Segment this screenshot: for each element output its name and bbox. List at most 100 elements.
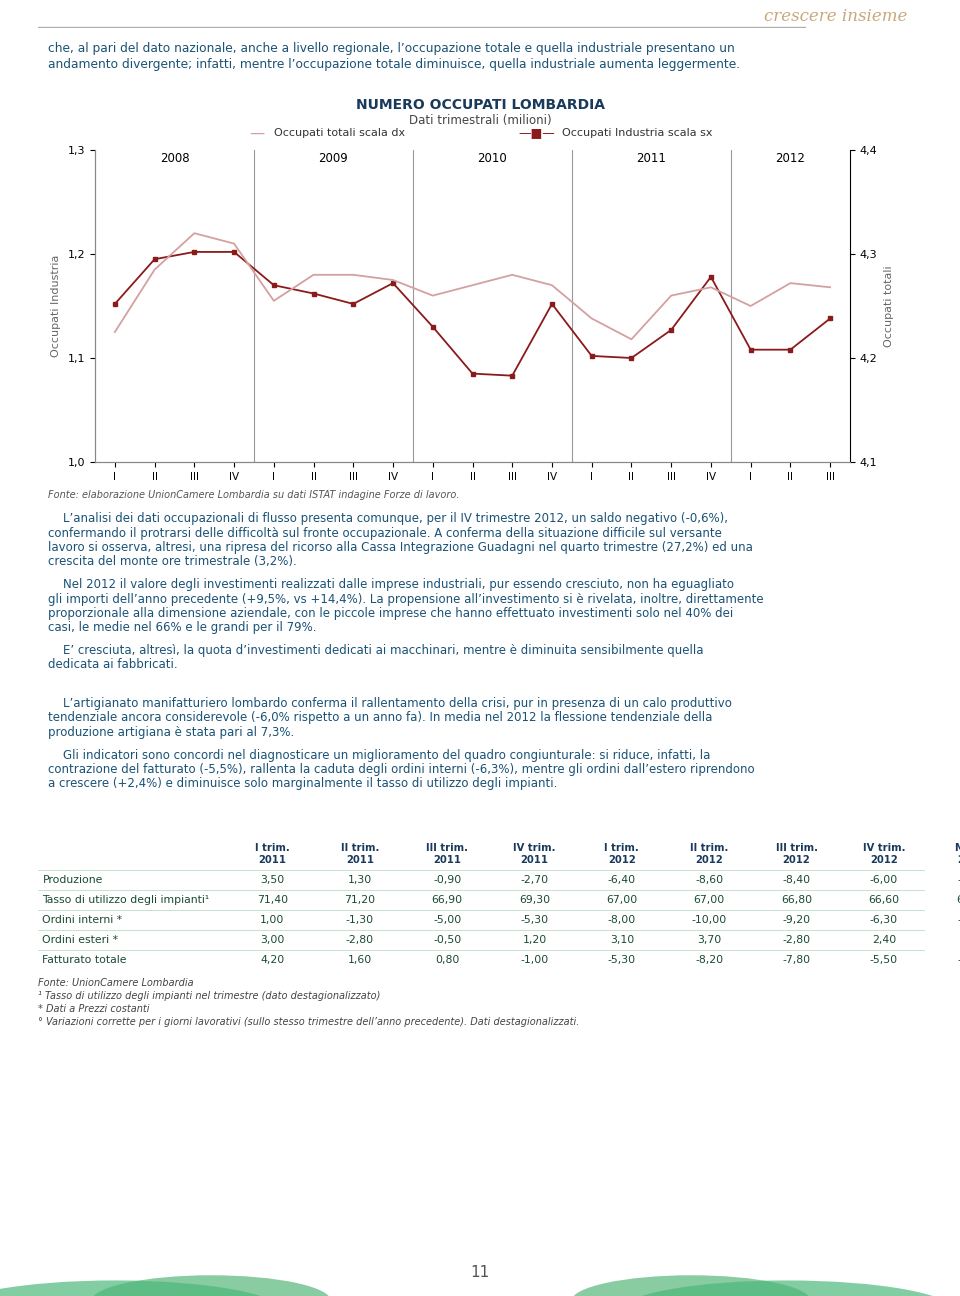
Text: confermando il protrarsi delle difficoltà sul fronte occupazionale. A conferma d: confermando il protrarsi delle difficolt… — [48, 526, 722, 539]
Text: II trim.
2012: II trim. 2012 — [690, 842, 729, 866]
Text: 1,30: 1,30 — [348, 875, 372, 885]
Text: -2,80: -2,80 — [346, 934, 373, 945]
Text: casi, le medie nel 66% e le grandi per il 79%.: casi, le medie nel 66% e le grandi per i… — [48, 622, 317, 635]
Text: -6,00: -6,00 — [870, 875, 899, 885]
Text: contrazione del fatturato (-5,5%), rallenta la caduta degli ordini interni (-6,3: contrazione del fatturato (-5,5%), ralle… — [48, 763, 755, 776]
Text: —■—: —■— — [518, 127, 555, 140]
Text: produzione artigiana è stata pari al 7,3%.: produzione artigiana è stata pari al 7,3… — [48, 726, 295, 739]
Text: -2,80: -2,80 — [782, 934, 810, 945]
Text: -0,50: -0,50 — [433, 934, 461, 945]
Text: 69,30: 69,30 — [519, 896, 550, 905]
Text: -6,40: -6,40 — [608, 875, 636, 885]
Text: gli importi dell’anno precedente (+9,5%, vs +14,4%). La propensione all’investim: gli importi dell’anno precedente (+9,5%,… — [48, 592, 763, 605]
Text: 11: 11 — [470, 1265, 490, 1280]
Text: * Dati a Prezzi costanti: * Dati a Prezzi costanti — [38, 1004, 150, 1013]
Y-axis label: Occupati Industria: Occupati Industria — [51, 255, 60, 358]
Text: 2010: 2010 — [477, 152, 507, 165]
Text: -9,20: -9,20 — [782, 915, 810, 925]
Text: -8,40: -8,40 — [782, 875, 810, 885]
Text: I trim.
2011: I trim. 2011 — [255, 842, 290, 866]
Text: -5,50: -5,50 — [870, 955, 898, 966]
Text: a crescere (+2,4%) e diminuisce solo marginalmente il tasso di utilizzo degli im: a crescere (+2,4%) e diminuisce solo mar… — [48, 778, 558, 791]
Text: 2011: 2011 — [636, 152, 666, 165]
Text: -1,00: -1,00 — [520, 955, 548, 966]
Text: proporzionale alla dimensione aziendale, con le piccole imprese che hanno effett: proporzionale alla dimensione aziendale,… — [48, 607, 733, 619]
Text: -10,00: -10,00 — [691, 915, 727, 925]
Text: 1,00: 1,00 — [260, 915, 284, 925]
Text: -6,70: -6,70 — [957, 955, 960, 966]
Text: Fatturato totale: Fatturato totale — [42, 955, 127, 966]
Text: Gli indicatori sono concordi nel diagnosticare un miglioramento del quadro congi: Gli indicatori sono concordi nel diagnos… — [48, 749, 710, 762]
Text: -1,30: -1,30 — [346, 915, 373, 925]
Text: III trim.
2012: III trim. 2012 — [776, 842, 818, 866]
Text: -8,38: -8,38 — [957, 915, 960, 925]
Text: 2009: 2009 — [319, 152, 348, 165]
Text: -5,30: -5,30 — [520, 915, 548, 925]
Text: Fonte: elaborazione UnionCamere Lombardia su dati ISTAT indagine Forze di lavoro: Fonte: elaborazione UnionCamere Lombardi… — [48, 490, 460, 500]
Text: I trim.
2012: I trim. 2012 — [605, 842, 639, 866]
Text: 3,70: 3,70 — [697, 934, 721, 945]
Text: 2012: 2012 — [776, 152, 805, 165]
Text: Occupati Industria scala sx: Occupati Industria scala sx — [562, 128, 712, 137]
Ellipse shape — [0, 1280, 283, 1296]
Text: -2,70: -2,70 — [520, 875, 548, 885]
Text: tendenziale ancora considerevole (-6,0% rispetto a un anno fa). In media nel 201: tendenziale ancora considerevole (-6,0% … — [48, 712, 712, 724]
Text: ¹ Tasso di utilizzo degli impianti nel trimestre (dato destagionalizzato): ¹ Tasso di utilizzo degli impianti nel t… — [38, 991, 381, 1001]
Text: 1,60: 1,60 — [348, 955, 372, 966]
Text: -6,30: -6,30 — [870, 915, 898, 925]
Text: 4,20: 4,20 — [260, 955, 284, 966]
Text: Produzione: Produzione — [42, 875, 103, 885]
Ellipse shape — [619, 1280, 955, 1296]
Ellipse shape — [91, 1275, 331, 1296]
Text: IV trim.
2011: IV trim. 2011 — [514, 842, 556, 866]
Text: lavoro si osserva, altresi, una ripresa del ricorso alla Cassa Integrazione Guad: lavoro si osserva, altresi, una ripresa … — [48, 540, 753, 553]
Text: 66,80: 66,80 — [781, 896, 812, 905]
Text: dedicata ai fabbricati.: dedicata ai fabbricati. — [48, 658, 178, 671]
Text: Nel 2012 il valore degli investimenti realizzati dalle imprese industriali, pur : Nel 2012 il valore degli investimenti re… — [48, 578, 734, 591]
Text: Ordini interni *: Ordini interni * — [42, 915, 123, 925]
Text: 3,10: 3,10 — [610, 934, 634, 945]
Text: L’artigianato manifatturiero lombardo conferma il rallentamento della crisi, pur: L’artigianato manifatturiero lombardo co… — [48, 697, 732, 710]
Text: 67,00: 67,00 — [694, 896, 725, 905]
Text: -7,35: -7,35 — [957, 875, 960, 885]
Text: E’ cresciuta, altresì, la quota d’investimenti dedicati ai macchinari, mentre è : E’ cresciuta, altresì, la quota d’invest… — [48, 644, 704, 657]
Text: -8,20: -8,20 — [695, 955, 723, 966]
Text: 67,00: 67,00 — [607, 896, 637, 905]
Text: -5,00: -5,00 — [433, 915, 461, 925]
Text: Fonte: UnionCamere Lombardia: Fonte: UnionCamere Lombardia — [38, 978, 194, 988]
Text: -8,60: -8,60 — [695, 875, 723, 885]
Text: III trim.
2011: III trim. 2011 — [426, 842, 468, 866]
Text: ° Variazioni corrette per i giorni lavorativi (sullo stesso trimestre dell’anno : ° Variazioni corrette per i giorni lavor… — [38, 1017, 580, 1026]
Text: 66,85: 66,85 — [956, 896, 960, 905]
Text: Tasso di utilizzo degli impianti¹: Tasso di utilizzo degli impianti¹ — [42, 896, 209, 905]
Text: Ordini esteri *: Ordini esteri * — [42, 934, 118, 945]
Text: crescita del monte ore trimestrale (3,2%).: crescita del monte ore trimestrale (3,2%… — [48, 556, 297, 569]
Text: 2,40: 2,40 — [872, 934, 896, 945]
Text: NUMERO OCCUPATI LOMBARDIA: NUMERO OCCUPATI LOMBARDIA — [355, 98, 605, 111]
Text: IV trim.
2012: IV trim. 2012 — [863, 842, 905, 866]
Text: -5,30: -5,30 — [608, 955, 636, 966]
Text: ARTIGIANATO LOMBARDO - Variazioni tendenziali °: ARTIGIANATO LOMBARDO - Variazioni tenden… — [304, 819, 659, 832]
Text: L’analisi dei dati occupazionali di flusso presenta comunque, per il IV trimestr: L’analisi dei dati occupazionali di flus… — [48, 512, 728, 525]
Text: 66,60: 66,60 — [869, 896, 900, 905]
Text: andamento divergente; infatti, mentre l’occupazione totale diminuisce, quella in: andamento divergente; infatti, mentre l’… — [48, 58, 740, 71]
Ellipse shape — [571, 1275, 811, 1296]
Text: II trim.
2011: II trim. 2011 — [341, 842, 379, 866]
Text: crescere insieme: crescere insieme — [764, 8, 907, 25]
Text: 3,00: 3,00 — [260, 934, 284, 945]
Text: -0,90: -0,90 — [433, 875, 461, 885]
Text: 3,50: 3,50 — [260, 875, 284, 885]
Text: 0,80: 0,80 — [435, 955, 459, 966]
Text: Occupati totali scala dx: Occupati totali scala dx — [274, 128, 405, 137]
Text: 71,20: 71,20 — [345, 896, 375, 905]
Text: -8,00: -8,00 — [608, 915, 636, 925]
Text: 1,20: 1,20 — [522, 934, 546, 945]
Text: 66,90: 66,90 — [432, 896, 463, 905]
Text: 71,40: 71,40 — [257, 896, 288, 905]
Y-axis label: Occupati totali: Occupati totali — [884, 266, 895, 347]
Text: Media
2012: Media 2012 — [954, 842, 960, 866]
Text: —: — — [250, 126, 265, 140]
Text: -7,80: -7,80 — [782, 955, 810, 966]
Text: che, al pari del dato nazionale, anche a livello regionale, l’occupazione totale: che, al pari del dato nazionale, anche a… — [48, 41, 734, 54]
Text: Dati trimestrali (milioni): Dati trimestrali (milioni) — [409, 114, 551, 127]
